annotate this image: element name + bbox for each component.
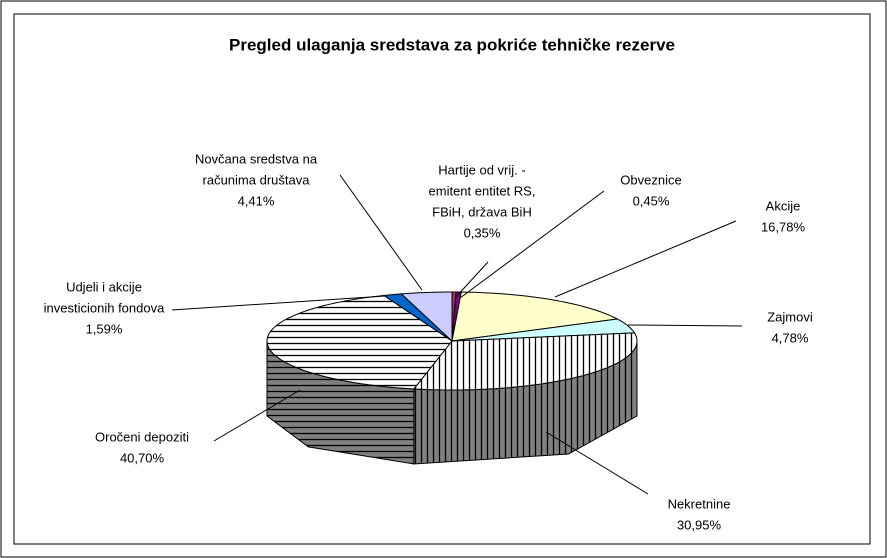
leader-line: [213, 389, 301, 442]
slice-label: Obveznice: [620, 172, 681, 187]
value-label: 16,78%: [761, 219, 806, 234]
value-label: 4,78%: [772, 330, 809, 345]
slice: [451, 291, 619, 342]
slice-label: Zajmovi: [767, 309, 813, 324]
slice: [451, 318, 636, 342]
slice-label: FBiH, država BiH: [432, 204, 532, 219]
leader-line: [454, 261, 489, 299]
value-label: 0,35%: [464, 225, 501, 240]
slice: [400, 291, 453, 343]
slice-label: Hartije od vrij. -: [438, 162, 525, 177]
slice-label: Novčana sredstva na: [195, 151, 318, 166]
leader-line: [545, 431, 649, 495]
slice: [266, 294, 453, 390]
slice-label: emitent entitet RS,: [429, 183, 536, 198]
leader-line: [627, 324, 743, 327]
leader-line: [554, 220, 737, 298]
slice: [412, 332, 638, 391]
value-label: 40,70%: [120, 450, 165, 465]
slice-label: Akcije: [766, 198, 801, 213]
slice-label: Udjeli i akcije: [66, 279, 142, 294]
leader-line: [339, 174, 423, 291]
value-label: 0,45%: [633, 193, 670, 208]
chart-title: Pregled ulaganja sredstava za pokriće te…: [229, 35, 675, 54]
slice-label: Oročeni depoziti: [95, 429, 189, 444]
slice-label: Nekretnine: [668, 496, 731, 511]
leader-line: [459, 190, 605, 299]
slice-label: investicionih fondova: [44, 300, 165, 315]
value-label: 4,41%: [238, 193, 275, 208]
value-label: 1,59%: [86, 321, 123, 336]
slice-label: računima društava: [203, 172, 311, 187]
leader-line: [171, 295, 386, 311]
value-label: 30,95%: [677, 517, 722, 532]
